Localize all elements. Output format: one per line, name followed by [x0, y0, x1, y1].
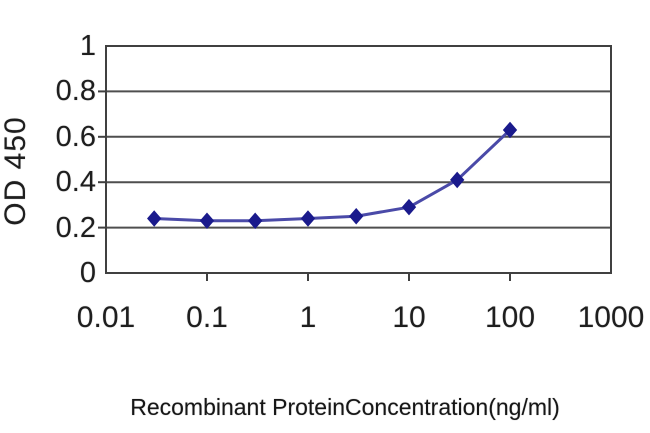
- data-point-marker: [349, 207, 364, 225]
- data-point-marker: [502, 121, 518, 139]
- x-tick-label: 0.1: [186, 301, 228, 334]
- y-tick-label: 0.6: [55, 120, 96, 153]
- x-tick-label: 100: [484, 301, 536, 334]
- data-point-marker: [147, 210, 162, 227]
- y-axis-title: OD 450: [0, 116, 32, 226]
- x-tick-label: 10: [392, 301, 426, 334]
- y-tick-label: 0: [79, 257, 96, 289]
- data-point-marker: [450, 171, 465, 189]
- y-tick-label: 0.2: [55, 211, 96, 244]
- data-series-line: [154, 128, 512, 223]
- x-tick-label: 1: [299, 301, 317, 334]
- plot-border: [105, 45, 612, 274]
- data-point-marker: [401, 198, 417, 216]
- x-tick-label: 1000: [577, 301, 645, 334]
- y-tick-label: 0.8: [55, 75, 96, 108]
- x-axis-title: Recombinant ProteinConcentration(ng/ml): [130, 394, 560, 420]
- data-point-marker: [248, 212, 263, 230]
- x-tick-label: 0.01: [76, 301, 136, 334]
- data-point-marker: [300, 210, 316, 227]
- y-tick-label: 1: [79, 30, 96, 62]
- data-point-marker: [199, 212, 215, 230]
- y-tick-label: 0.4: [55, 166, 96, 199]
